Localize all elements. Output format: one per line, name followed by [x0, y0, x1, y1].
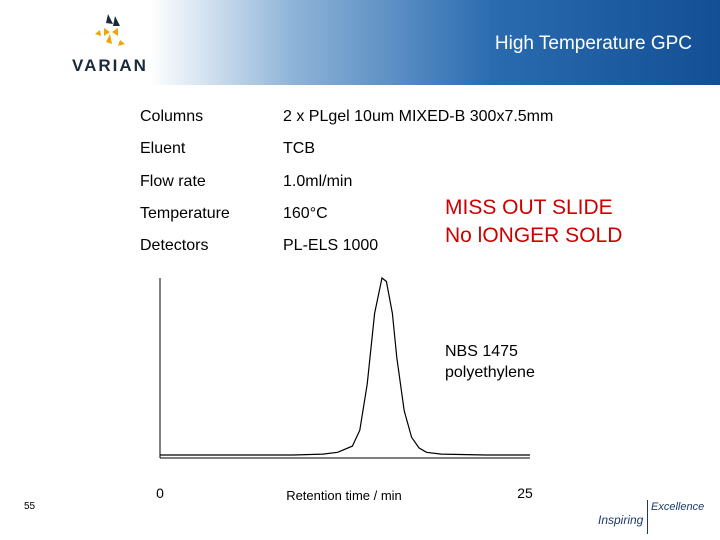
- miss-out-note: MISS OUT SLIDE No lONGER SOLD: [445, 194, 622, 250]
- series-line: [160, 276, 530, 456]
- condition-label: Flow rate: [140, 173, 206, 190]
- footer-tagline-inspiring: Inspiring: [598, 513, 644, 527]
- x-axis-label: Retention time / min: [286, 488, 402, 503]
- inspiring-excellence-logo: Inspiring Excellence: [598, 500, 713, 536]
- chart-series: [160, 276, 530, 456]
- chart-labels: 0 25 Retention time / min: [156, 485, 533, 503]
- varian-logo: VARIAN: [72, 12, 152, 75]
- x-tick-label: 0: [156, 485, 164, 501]
- condition-label: Temperature: [140, 205, 230, 222]
- condition-label: Columns: [140, 108, 204, 125]
- note-line: No lONGER SOLD: [445, 224, 623, 247]
- condition-label: Detectors: [140, 237, 209, 254]
- condition-value: 1.0ml/min: [283, 173, 353, 190]
- note-line: MISS OUT SLIDE: [445, 196, 613, 219]
- slide-number: 55: [24, 501, 36, 512]
- condition-value: 160°C: [283, 205, 328, 222]
- condition-value: TCB: [283, 140, 315, 157]
- slide-title: High Temperature GPC: [494, 33, 692, 54]
- header-band: High Temperature GPC: [150, 0, 720, 85]
- logo-text: VARIAN: [72, 56, 148, 75]
- footer-tagline-excellence: Excellence: [651, 501, 705, 513]
- varian-star-icon: [95, 14, 125, 46]
- sample-label: NBS 1475 polyethylene: [445, 341, 535, 383]
- footer-divider: [647, 500, 648, 534]
- condition-value: 2 x PLgel 10um MIXED-B 300x7.5mm: [283, 108, 554, 125]
- chart-axes: [159, 278, 530, 459]
- condition-value: PL-ELS 1000: [283, 237, 379, 254]
- sample-material: polyethylene: [445, 364, 535, 381]
- sample-name: NBS 1475: [445, 343, 518, 360]
- condition-label: Eluent: [140, 140, 186, 157]
- x-tick-label: 25: [517, 485, 533, 501]
